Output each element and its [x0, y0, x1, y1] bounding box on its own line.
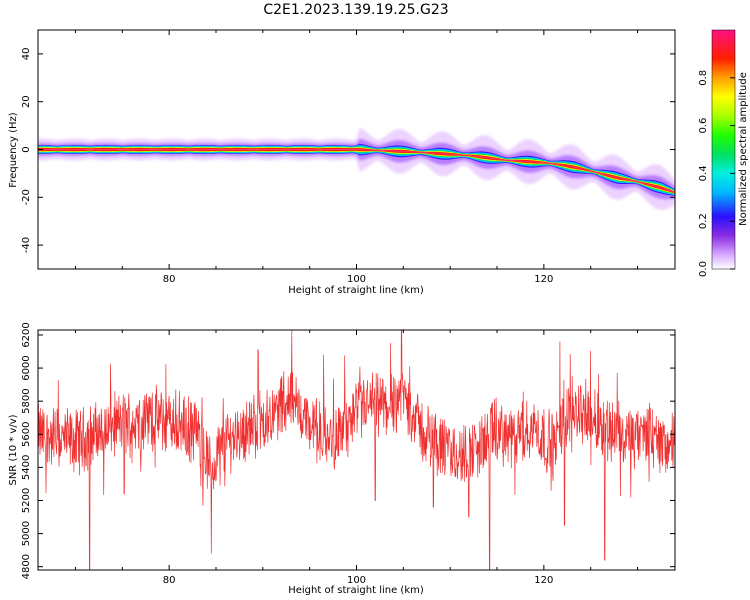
x-tick-label: 120: [534, 575, 553, 586]
colorbar-frame: [711, 29, 736, 270]
colorbar-ticks: 0.0 0.2 0.4 0.6 0.8: [698, 29, 736, 277]
spectrogram-y-axis-label: Frequency (Hz): [8, 112, 19, 188]
colorbar-tick-label: 0.2: [698, 213, 709, 229]
y-tick-label: 4800: [21, 554, 32, 579]
spectrogram-y-ticks: -40 -20 0 20 40: [21, 48, 675, 253]
figure-title: C2E1.2023.139.19.25.G23: [263, 2, 448, 18]
y-tick-label: 20: [21, 95, 32, 108]
y-tick-label: 5400: [21, 455, 32, 480]
x-tick-label: 100: [347, 274, 366, 285]
y-tick-label: -40: [21, 237, 32, 253]
spectrogram-ridge-line: [38, 148, 675, 194]
y-tick-label: 6000: [21, 355, 32, 380]
snr-series-line: [38, 330, 675, 570]
x-tick-label: 80: [163, 274, 176, 285]
snr-y-ticks: 4800 5000 5200 5400 5600 5800 6000 6200: [21, 322, 675, 579]
y-tick-label: 5000: [21, 521, 32, 546]
colorbar-fill: [712, 30, 735, 269]
colorbar-tick-label: 0.0: [698, 261, 709, 277]
x-tick-label: 120: [534, 274, 553, 285]
colorbar-tick-label: 0.4: [698, 165, 709, 181]
y-tick-label: 5200: [21, 488, 32, 513]
spectrogram-contour-band: [38, 138, 675, 200]
spectrogram-panel: 80 100 120 -40 -20 0 20 40 Height of straight …: [8, 29, 676, 296]
y-tick-label: 5600: [21, 422, 32, 447]
spectrogram-x-axis-label: Height of straight line (km): [288, 285, 424, 296]
x-tick-label: 80: [163, 575, 176, 586]
snr-x-ticks: 80 100 120: [74, 330, 639, 586]
x-tick-label: 100: [347, 575, 366, 586]
snr-plot-area: [38, 330, 675, 570]
y-tick-label: 5800: [21, 388, 32, 413]
colorbar-tick-label: 0.8: [698, 70, 709, 86]
colorbar-tick-label: 0.6: [698, 118, 709, 134]
colorbar-label: Normalized spectral amplitude: [738, 72, 749, 226]
y-tick-label: -20: [21, 189, 32, 205]
spectrogram-x-ticks: 80 100 120: [74, 30, 639, 285]
snr-y-axis-label: SNR (10 * v/v): [8, 414, 19, 485]
spectrogram-heatmap: [38, 127, 675, 210]
y-tick-label: 0: [21, 146, 32, 152]
colorbar: 0.0 0.2 0.4 0.6 0.8 Normalized spectral ampl…: [698, 29, 749, 277]
y-tick-label: 40: [21, 48, 32, 61]
snr-x-axis-label: Height of straight line (km): [288, 585, 424, 596]
snr-panel: 80 100 120 4800 5000 5200 5400 5600 5800 6000 620…: [8, 322, 676, 596]
y-tick-label: 6200: [21, 322, 32, 347]
